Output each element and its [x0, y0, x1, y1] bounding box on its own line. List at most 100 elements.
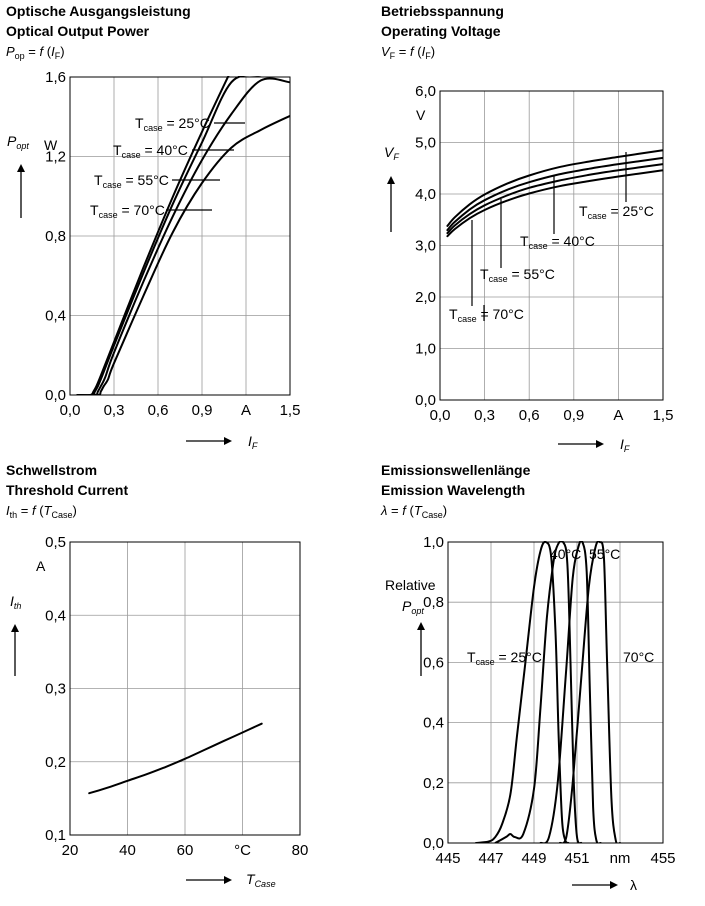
y-tick-label: 0,2 [45, 754, 66, 771]
x-tick-label: 80 [292, 842, 309, 859]
chart-title-de: Betriebsspannung [381, 3, 504, 19]
x-tick-label: 60 [177, 842, 194, 859]
chart-title-en: Emission Wavelength [381, 482, 525, 498]
annotation-label: Tcase = 40°C [520, 233, 595, 251]
chart-formula: Ith = f (TCase) [6, 503, 77, 520]
annotation-label: Tcase = 70°C [449, 306, 524, 324]
y-tick-label: 4,0 [415, 186, 436, 203]
chart-p4: Emissionswellenlänge Emission Wavelength λ… [380, 462, 676, 867]
y-tick-label: 6,0 [415, 83, 436, 100]
series-line-25C [446, 149, 663, 227]
x-tick-label: 449 [521, 850, 546, 867]
y-tick-label: 0,4 [45, 308, 66, 325]
annotation-label: Tcase = 25°C [579, 203, 654, 221]
plot-frame [69, 541, 301, 836]
y-axis-unit: A [36, 558, 46, 574]
y-tick-label: 0,2 [423, 775, 444, 792]
annotation-label: Tcase = 70°C [90, 202, 165, 220]
y-tick-label: 0,4 [45, 607, 66, 624]
series-line-Ith [88, 722, 263, 795]
x-tick-label: 1,5 [280, 402, 301, 419]
y-tick-label: 0,0 [415, 392, 436, 409]
x-tick-label: A [613, 407, 623, 424]
y-tick-label: 3,0 [415, 238, 436, 255]
y-tick-label: 5,0 [415, 135, 436, 152]
chart-formula: λ = f (TCase) [380, 503, 447, 520]
annotation-label: 70°C [623, 649, 654, 665]
y-tick-label: 0,5 [45, 534, 66, 551]
series-line-40C [494, 541, 583, 843]
x-axis-arrow-head [610, 881, 618, 889]
x-tick-label: 0,9 [192, 402, 213, 419]
x-axis-label: IF [620, 436, 630, 454]
x-axis-arrow-head [224, 437, 232, 445]
series-line-70C [446, 169, 663, 238]
y-axis-label: Popt [7, 133, 29, 151]
y-tick-label: 0,0 [45, 387, 66, 404]
y-tick-label: 2,0 [415, 289, 436, 306]
series-line-55C [446, 163, 663, 235]
y-tick-label: 0,4 [423, 715, 444, 732]
annotation-label: 40°C [550, 546, 581, 562]
x-tick-label: 445 [435, 850, 460, 867]
y-tick-label: 0,8 [423, 594, 444, 611]
chart-p1: Optische Ausgangsleistung Optical Output … [6, 3, 300, 419]
x-tick-label: 0,3 [104, 402, 125, 419]
y-tick-label: 0,1 [45, 827, 66, 844]
chart-p3: Schwellstrom Threshold Current Ith = f (TC… [6, 462, 308, 859]
x-tick-label: 0,0 [60, 402, 81, 419]
y-tick-label: 1,6 [45, 69, 66, 86]
x-tick-label: 0,6 [519, 407, 540, 424]
x-tick-label: 0,0 [430, 407, 451, 424]
annotation-label: 55°C [589, 546, 620, 562]
y-axis-pre: Relative [385, 577, 436, 593]
chart-p2-labels: V VF IF Tcase = 25°C Tcase = 40°C Tcase = 55°… [384, 107, 654, 454]
chart-title-en: Threshold Current [6, 482, 128, 498]
chart-p2: Betriebsspannung Operating Voltage VF = f … [381, 3, 673, 424]
y-axis-arrow-head [387, 176, 395, 184]
x-tick-label: °C [234, 842, 251, 859]
x-tick-label: 455 [650, 850, 675, 867]
x-tick-label: 0,3 [474, 407, 495, 424]
x-tick-label: 0,6 [148, 402, 169, 419]
series-line-55C [539, 541, 602, 843]
chart-title-en: Operating Voltage [381, 23, 501, 39]
series-line-40C [76, 76, 262, 395]
chart-title-de: Emissionswellenlänge [381, 462, 531, 478]
series-line-25C [475, 541, 570, 843]
series-line-55C [76, 77, 290, 395]
plot-frame [69, 76, 291, 396]
chart-title-en: Optical Output Power [6, 23, 150, 39]
chart-p4-labels: Relative Popt λ Tcase = 25°C 40°C 55°C 70°C [385, 546, 654, 893]
series-line-70C [76, 114, 290, 395]
y-axis-unit: W [44, 137, 58, 153]
annotation-label: Tcase = 25°C [467, 649, 542, 667]
annotation-label: Tcase = 55°C [480, 266, 555, 284]
y-axis-arrow-head [11, 624, 19, 632]
plot-frame [439, 90, 664, 401]
series-line-40C [446, 156, 663, 232]
x-tick-label: 20 [62, 842, 79, 859]
chart-formula: VF = f (IF) [381, 44, 435, 61]
annotation-label: Tcase = 55°C [94, 172, 169, 190]
x-axis-arrow-head [596, 440, 604, 448]
y-axis-label: Popt [402, 598, 424, 616]
x-axis-label: λ [630, 877, 637, 893]
x-axis-label: IF [248, 433, 258, 451]
series-line-25C [76, 76, 230, 395]
annotation-label: Tcase = 40°C [113, 142, 188, 160]
y-tick-label: 1,2 [45, 149, 66, 166]
plot-frame [447, 541, 664, 844]
chart-title-de: Optische Ausgangsleistung [6, 3, 191, 19]
y-axis-label: Ith [10, 593, 21, 611]
y-axis-label: VF [384, 144, 399, 162]
chart-formula: Pop = f (IF) [6, 44, 65, 61]
x-tick-label: 1,5 [653, 407, 674, 424]
y-tick-label: 0,0 [423, 835, 444, 852]
x-tick-label: nm [610, 850, 631, 867]
x-tick-label: 447 [478, 850, 503, 867]
y-tick-label: 0,3 [45, 681, 66, 698]
y-axis-arrow-head [17, 164, 25, 172]
y-tick-label: 0,6 [423, 654, 444, 671]
